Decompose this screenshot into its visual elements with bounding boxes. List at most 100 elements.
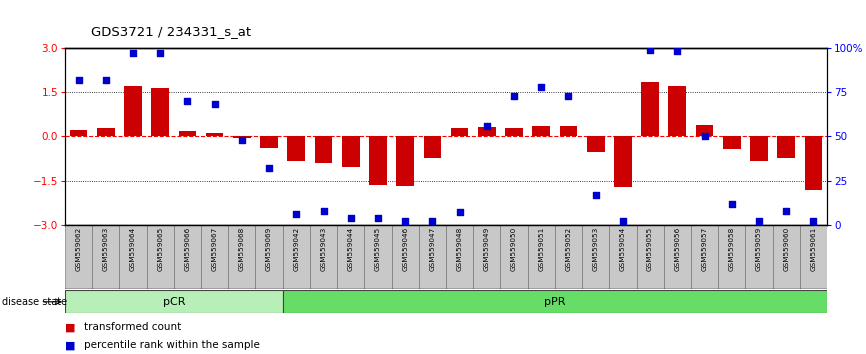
Bar [750,136,768,161]
Bar [723,136,740,149]
Bar [174,225,201,289]
Bar [533,126,550,136]
Text: GSM559058: GSM559058 [729,227,734,271]
Bar [778,136,795,158]
Bar [501,225,527,289]
Text: GSM559056: GSM559056 [675,227,681,271]
Text: GSM559043: GSM559043 [320,227,326,271]
Bar [505,128,523,136]
Point [806,218,820,224]
Text: transformed count: transformed count [84,322,181,332]
Text: GSM559059: GSM559059 [756,227,762,271]
Point [480,123,494,129]
Bar [282,290,827,313]
Bar [614,136,631,187]
Point [561,93,575,98]
Point [643,47,657,52]
Bar [669,86,686,136]
Bar [695,125,714,136]
Bar [120,225,146,289]
Bar [663,225,691,289]
Text: GSM559060: GSM559060 [783,227,789,271]
Bar [805,136,822,190]
Point [453,210,467,215]
Bar [450,129,469,136]
Bar [288,136,305,161]
Point [180,98,194,104]
Bar [397,136,414,186]
Text: GSM559053: GSM559053 [592,227,598,271]
Bar [97,128,114,136]
Bar [314,136,333,163]
Point [235,137,249,143]
Bar [419,225,446,289]
Bar [282,225,310,289]
Bar [800,225,827,289]
Bar [610,225,637,289]
Text: GSM559049: GSM559049 [484,227,490,271]
Point [262,165,276,171]
Bar [555,225,582,289]
Bar [337,225,365,289]
Bar [65,290,282,313]
Text: GSM559061: GSM559061 [811,227,817,271]
Point [317,208,331,213]
Bar [92,225,120,289]
Bar [124,86,142,136]
Point [289,211,303,217]
Bar [369,136,387,185]
Text: GSM559051: GSM559051 [539,227,544,271]
Text: GSM559052: GSM559052 [565,227,572,271]
Text: disease state: disease state [2,297,67,307]
Text: GSM559062: GSM559062 [75,227,81,271]
Bar [446,225,473,289]
Text: GSM559047: GSM559047 [430,227,436,271]
Point [616,218,630,224]
Text: GSM559066: GSM559066 [184,227,191,271]
Bar [587,136,604,152]
Point [752,218,766,224]
Bar [201,225,229,289]
Text: ■: ■ [65,322,75,332]
Bar [746,225,772,289]
Text: GSM559045: GSM559045 [375,227,381,271]
Bar [229,225,255,289]
Text: GSM559054: GSM559054 [620,227,626,271]
Text: GSM559063: GSM559063 [103,227,109,271]
Bar [718,225,746,289]
Bar [527,225,555,289]
Bar [641,82,659,136]
Bar [152,88,169,136]
Point [72,77,86,82]
Bar [473,225,501,289]
Bar [391,225,419,289]
Bar [559,126,578,136]
Text: GSM559046: GSM559046 [402,227,408,271]
Point [698,133,712,139]
Bar [255,225,282,289]
Bar [146,225,174,289]
Text: GSM559048: GSM559048 [456,227,462,271]
Text: GDS3721 / 234331_s_at: GDS3721 / 234331_s_at [91,25,251,38]
Bar [772,225,800,289]
Point [126,50,140,56]
Text: GSM559044: GSM559044 [348,227,353,271]
Text: GSM559042: GSM559042 [294,227,300,271]
Bar [65,225,92,289]
Text: GSM559067: GSM559067 [211,227,217,271]
Point [99,77,113,82]
Bar [206,133,223,136]
Text: ■: ■ [65,340,75,350]
Bar [69,130,87,136]
Text: GSM559055: GSM559055 [647,227,653,271]
Text: percentile rank within the sample: percentile rank within the sample [84,340,260,350]
Point [507,93,521,98]
Bar [310,225,337,289]
Point [589,192,603,198]
Point [534,84,548,90]
Text: GSM559064: GSM559064 [130,227,136,271]
Bar [637,225,663,289]
Text: GSM559069: GSM559069 [266,227,272,271]
Bar [260,136,278,148]
Point [371,215,385,221]
